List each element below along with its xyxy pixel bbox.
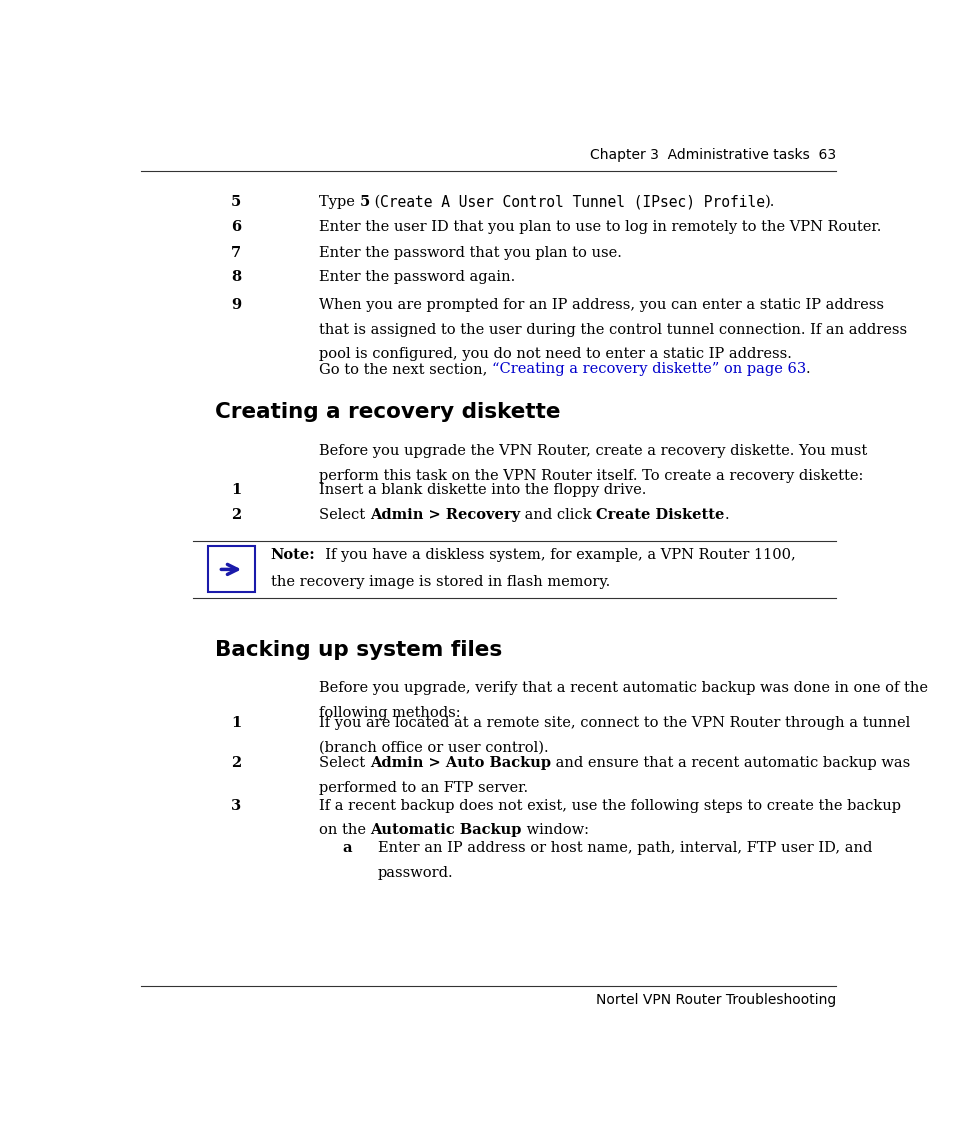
Text: ).: ). bbox=[764, 195, 775, 208]
Text: 9: 9 bbox=[231, 298, 241, 311]
Text: 6: 6 bbox=[231, 220, 241, 235]
Text: Create A User Control Tunnel (IPsec) Profile: Create A User Control Tunnel (IPsec) Pro… bbox=[379, 195, 764, 210]
FancyBboxPatch shape bbox=[208, 546, 254, 592]
Text: .: . bbox=[805, 362, 810, 377]
Text: and click: and click bbox=[519, 507, 596, 522]
Text: If you are located at a remote site, connect to the VPN Router through a tunnel: If you are located at a remote site, con… bbox=[318, 716, 909, 729]
Text: Enter an IP address or host name, path, interval, FTP user ID, and: Enter an IP address or host name, path, … bbox=[377, 840, 871, 855]
Text: Backing up system files: Backing up system files bbox=[215, 640, 502, 660]
Text: Select: Select bbox=[318, 757, 369, 771]
Text: Enter the password again.: Enter the password again. bbox=[318, 270, 515, 284]
Text: performed to an FTP server.: performed to an FTP server. bbox=[318, 781, 527, 795]
Text: following methods:: following methods: bbox=[318, 706, 460, 720]
Text: Insert a blank diskette into the floppy drive.: Insert a blank diskette into the floppy … bbox=[318, 483, 645, 497]
Text: Enter the user ID that you plan to use to log in remotely to the VPN Router.: Enter the user ID that you plan to use t… bbox=[318, 220, 881, 235]
Text: 1: 1 bbox=[231, 716, 241, 729]
Text: (: ( bbox=[369, 195, 379, 208]
Text: Go to the next section,: Go to the next section, bbox=[318, 362, 492, 377]
Text: password.: password. bbox=[377, 866, 454, 879]
Text: 2: 2 bbox=[231, 507, 241, 522]
Text: a: a bbox=[342, 840, 352, 855]
Text: Nortel VPN Router Troubleshooting: Nortel VPN Router Troubleshooting bbox=[596, 993, 836, 1006]
Text: Type: Type bbox=[318, 195, 359, 208]
Text: Before you upgrade the VPN Router, create a recovery diskette. You must: Before you upgrade the VPN Router, creat… bbox=[318, 444, 866, 458]
Text: Select: Select bbox=[318, 507, 369, 522]
Text: Creating a recovery diskette: Creating a recovery diskette bbox=[215, 402, 560, 421]
Text: Chapter 3  Administrative tasks  63: Chapter 3 Administrative tasks 63 bbox=[590, 148, 836, 163]
Text: Before you upgrade, verify that a recent automatic backup was done in one of the: Before you upgrade, verify that a recent… bbox=[318, 681, 927, 695]
Text: window:: window: bbox=[521, 823, 588, 837]
Text: 7: 7 bbox=[231, 246, 241, 260]
Text: Admin > Auto Backup: Admin > Auto Backup bbox=[369, 757, 550, 771]
Text: 5: 5 bbox=[231, 195, 241, 208]
Text: and ensure that a recent automatic backup was: and ensure that a recent automatic backu… bbox=[550, 757, 909, 771]
Text: .: . bbox=[723, 507, 728, 522]
Text: perform this task on the VPN Router itself. To create a recovery diskette:: perform this task on the VPN Router itse… bbox=[318, 469, 862, 483]
Text: 1: 1 bbox=[231, 483, 241, 497]
Text: the recovery image is stored in flash memory.: the recovery image is stored in flash me… bbox=[271, 575, 609, 589]
Text: on the: on the bbox=[318, 823, 370, 837]
Text: “Creating a recovery diskette” on page 63: “Creating a recovery diskette” on page 6… bbox=[492, 362, 805, 377]
Text: 8: 8 bbox=[231, 270, 241, 284]
Text: pool is configured, you do not need to enter a static IP address.: pool is configured, you do not need to e… bbox=[318, 347, 791, 361]
Text: 5: 5 bbox=[359, 195, 369, 208]
Text: Admin > Recovery: Admin > Recovery bbox=[369, 507, 519, 522]
Text: 2: 2 bbox=[231, 757, 241, 771]
Text: 3: 3 bbox=[231, 799, 241, 813]
Text: Enter the password that you plan to use.: Enter the password that you plan to use. bbox=[318, 246, 621, 260]
Text: Automatic Backup: Automatic Backup bbox=[370, 823, 521, 837]
Text: (branch office or user control).: (branch office or user control). bbox=[318, 741, 548, 755]
Text: Create Diskette: Create Diskette bbox=[596, 507, 723, 522]
Text: Note:: Note: bbox=[271, 548, 315, 562]
Text: that is assigned to the user during the control tunnel connection. If an address: that is assigned to the user during the … bbox=[318, 323, 906, 337]
Text: If you have a diskless system, for example, a VPN Router 1100,: If you have a diskless system, for examp… bbox=[315, 548, 795, 562]
Text: When you are prompted for an IP address, you can enter a static IP address: When you are prompted for an IP address,… bbox=[318, 298, 882, 311]
Text: If a recent backup does not exist, use the following steps to create the backup: If a recent backup does not exist, use t… bbox=[318, 799, 900, 813]
